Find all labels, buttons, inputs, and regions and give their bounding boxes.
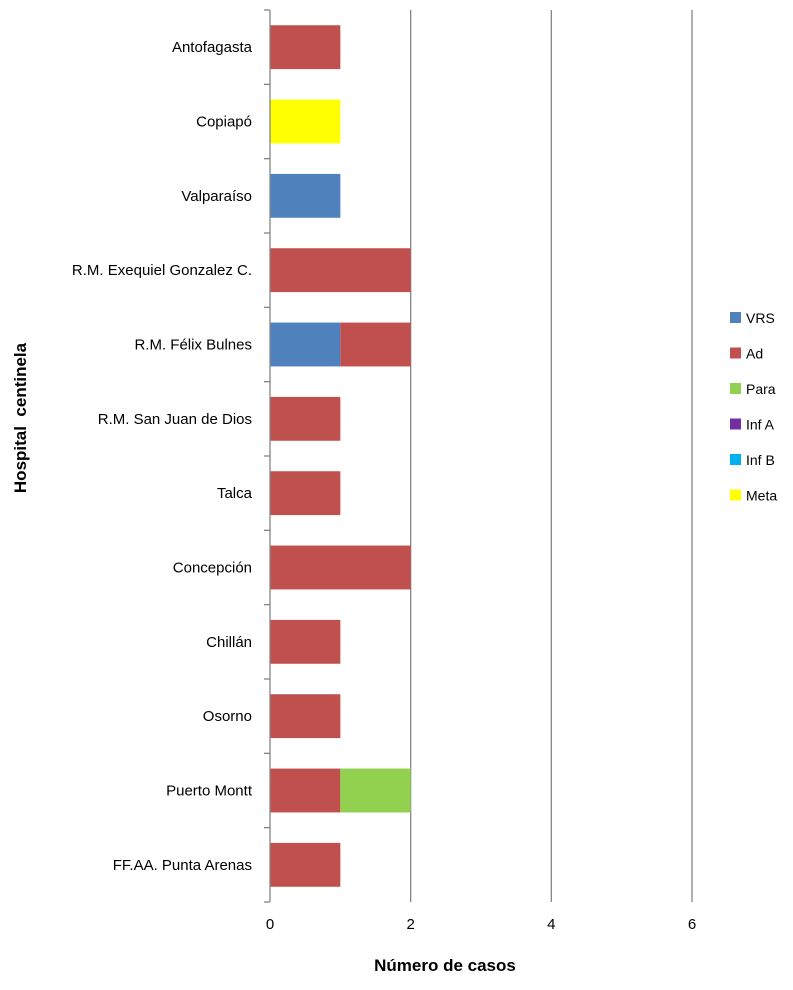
legend-swatch bbox=[730, 454, 741, 465]
x-tick-label: 2 bbox=[406, 916, 414, 933]
x-axis-title: Número de casos bbox=[374, 956, 516, 975]
category-label: Valparaíso bbox=[181, 188, 252, 205]
legend-swatch bbox=[730, 489, 741, 501]
category-label: Talca bbox=[217, 485, 253, 502]
bar-segment bbox=[270, 694, 341, 739]
category-label: Puerto Montt bbox=[166, 783, 253, 800]
bar-segment bbox=[270, 248, 411, 293]
x-tick-label: 4 bbox=[547, 916, 555, 933]
y-axis-title: Hospital centinela bbox=[11, 342, 30, 493]
bar-segment bbox=[270, 545, 411, 590]
category-label: FF.AA. Punta Arenas bbox=[113, 857, 252, 874]
legend-swatch bbox=[730, 418, 741, 430]
category-label: R.M. Félix Bulnes bbox=[134, 337, 252, 354]
legend-swatch bbox=[730, 312, 741, 323]
bar-segment bbox=[270, 396, 341, 441]
x-tick-label: 6 bbox=[688, 916, 696, 933]
legend-label: Meta bbox=[746, 488, 777, 504]
bar-segment bbox=[340, 768, 411, 813]
category-label: Chillán bbox=[206, 634, 252, 651]
bar-segment bbox=[270, 619, 341, 664]
category-label: Antofagasta bbox=[172, 39, 253, 56]
bar-segment bbox=[270, 842, 341, 887]
category-label: R.M. San Juan de Dios bbox=[98, 411, 252, 428]
legend-label: Inf A bbox=[746, 417, 775, 433]
bar-segment bbox=[270, 471, 341, 516]
bar-segment bbox=[270, 173, 341, 218]
category-label: Osorno bbox=[203, 708, 252, 725]
legend-label: Inf B bbox=[746, 452, 775, 468]
category-label: Copiapó bbox=[196, 114, 252, 131]
grid-lines bbox=[410, 10, 693, 902]
bar-segment bbox=[340, 322, 411, 367]
legend: VRS Ad Para Inf A Inf B Meta bbox=[730, 310, 777, 504]
x-tick-label: 0 bbox=[266, 916, 274, 933]
category-label: Concepción bbox=[173, 560, 252, 577]
axes bbox=[264, 9, 271, 903]
legend-label: Para bbox=[746, 381, 776, 397]
category-labels: Antofagasta Copiapó Valparaíso R.M. Exequie… bbox=[72, 39, 253, 874]
legend-swatch bbox=[730, 383, 741, 394]
bar-segment bbox=[270, 768, 341, 813]
category-label: R.M. Exequiel Gonzalez C. bbox=[72, 262, 252, 279]
tick-labels: 0 2 4 6 bbox=[266, 916, 696, 933]
bars bbox=[270, 25, 411, 887]
legend-label: Ad bbox=[746, 346, 763, 362]
bar-segment bbox=[270, 322, 341, 367]
bar-segment bbox=[270, 25, 341, 70]
bar-segment bbox=[270, 99, 341, 144]
legend-swatch bbox=[730, 347, 741, 359]
legend-label: VRS bbox=[746, 310, 775, 326]
